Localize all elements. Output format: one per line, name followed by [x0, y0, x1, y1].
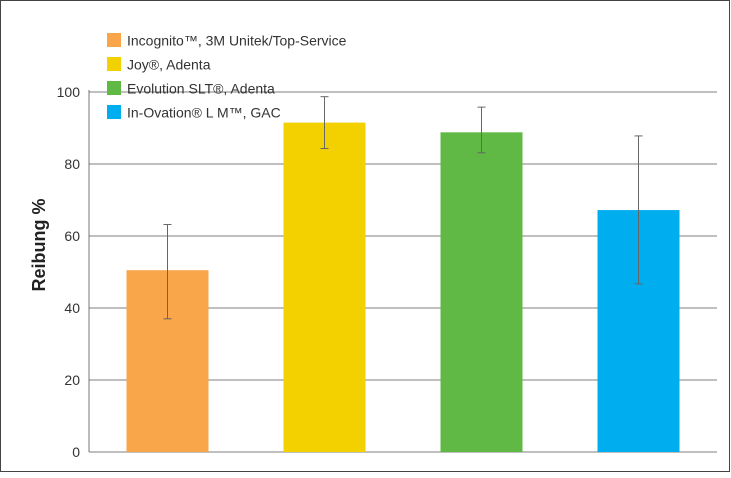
legend-label: Joy®, Adenta	[127, 57, 211, 73]
legend-swatch	[107, 57, 121, 71]
y-axis-label: Reibung %	[29, 199, 49, 292]
y-tick-label: 20	[64, 372, 80, 388]
y-tick-label: 100	[57, 84, 81, 100]
legend: Incognito™, 3M Unitek/Top-Service Joy®, A…	[107, 33, 347, 121]
y-tick-label: 80	[64, 156, 80, 172]
legend-label: Incognito™, 3M Unitek/Top-Service	[127, 33, 347, 49]
y-tick-label: 0	[72, 444, 80, 460]
y-tick-label: 40	[64, 300, 80, 316]
bar	[440, 132, 523, 452]
legend-label: Evolution SLT®, Adenta	[127, 81, 275, 97]
y-tick-labels: 0 20 40 60 80 100	[57, 84, 81, 460]
legend-swatch	[107, 81, 121, 95]
error-bars-layer	[163, 96, 643, 320]
y-tick-label: 60	[64, 228, 80, 244]
legend-swatch	[107, 33, 121, 47]
legend-label: In-Ovation® L M™, GAC	[127, 105, 281, 121]
legend-swatch	[107, 105, 121, 119]
bar	[283, 122, 366, 452]
bars-layer	[126, 122, 680, 452]
